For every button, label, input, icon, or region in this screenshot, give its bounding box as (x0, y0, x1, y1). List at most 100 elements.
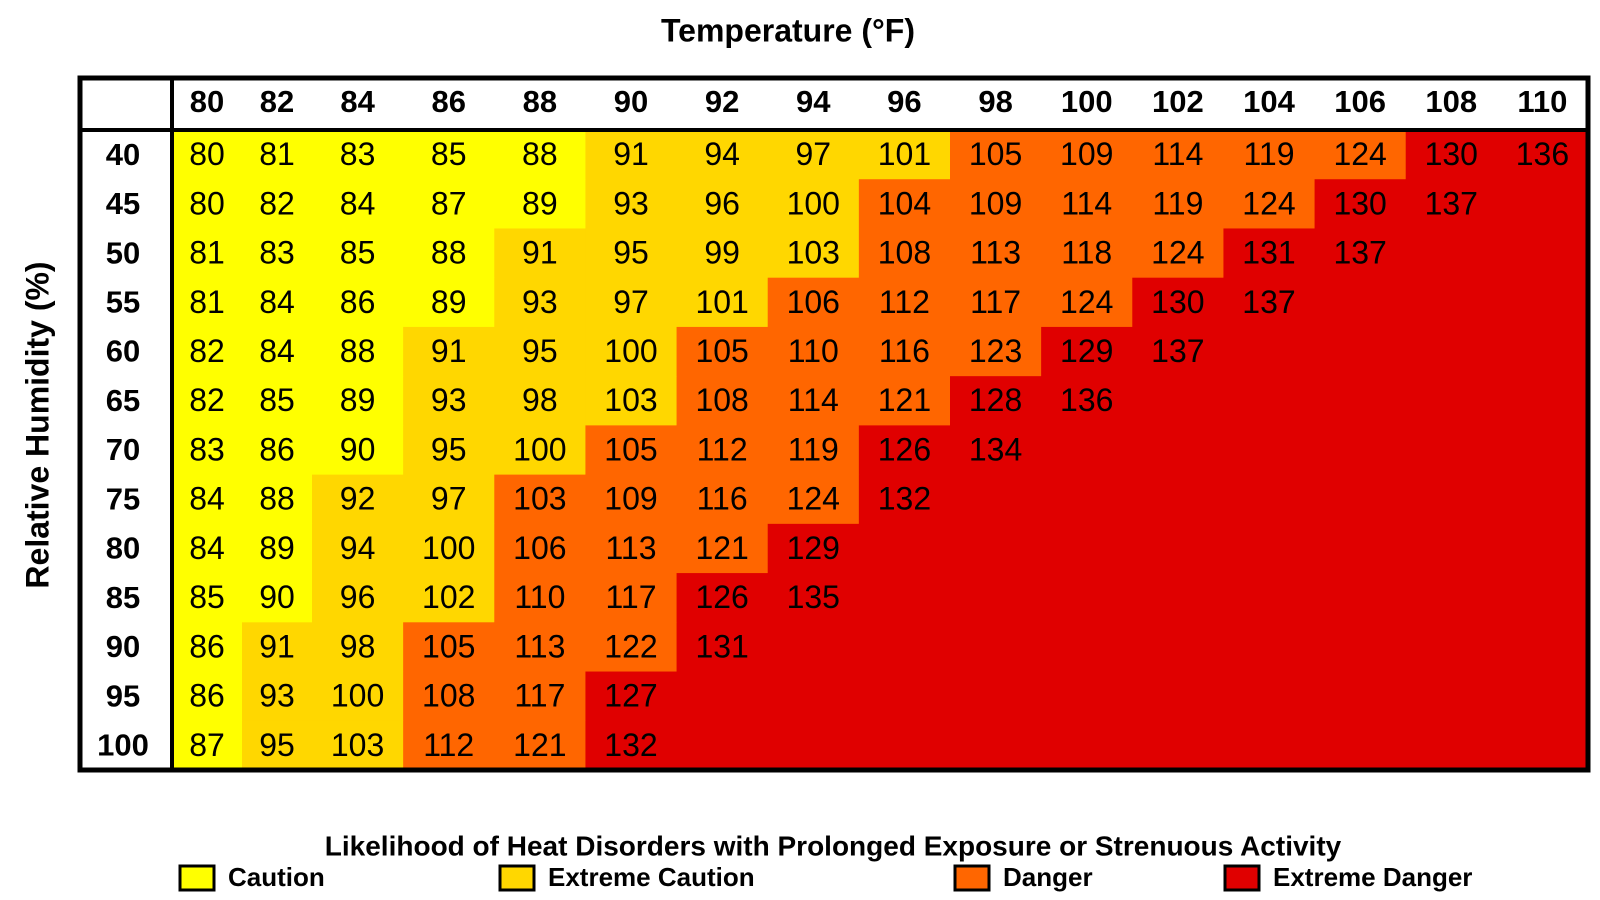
cell (1132, 622, 1224, 673)
cell (403, 326, 495, 377)
heat-index-value: 86 (189, 678, 225, 714)
cell (1405, 720, 1498, 771)
heat-index-value: 85 (189, 579, 225, 615)
heat-index-value: 121 (878, 382, 931, 418)
heat-index-value: 91 (522, 235, 558, 271)
cell (858, 376, 951, 426)
heat-index-value: 101 (878, 136, 931, 172)
heat-index-value: 82 (259, 185, 295, 221)
heat-index-value: 124 (1060, 284, 1113, 320)
cell (767, 425, 860, 476)
heat-index-value: 85 (259, 382, 295, 418)
cell (1132, 671, 1224, 722)
heat-index-value: 137 (1425, 185, 1478, 221)
heat-index-value: 135 (787, 579, 840, 615)
cell (312, 523, 404, 574)
legend-swatch (498, 864, 536, 892)
heat-index-value: 81 (259, 136, 295, 172)
cell (1496, 474, 1589, 525)
cell (1223, 376, 1316, 426)
cell (403, 376, 495, 426)
cell (950, 376, 1042, 426)
cell (1132, 376, 1224, 426)
cell (494, 326, 586, 377)
cell (242, 228, 313, 279)
cell (858, 277, 951, 328)
heat-index-value: 105 (969, 136, 1022, 172)
cell (1405, 130, 1498, 180)
heat-index-value: 89 (522, 185, 558, 221)
heat-index-value: 83 (259, 235, 295, 271)
heat-index-value: 95 (522, 333, 558, 369)
cell (172, 326, 243, 377)
humidity-label: 75 (106, 481, 140, 516)
humidity-label: 90 (106, 629, 140, 664)
cell (1223, 179, 1316, 229)
cell (1223, 622, 1316, 673)
heat-index-value: 82 (189, 382, 225, 418)
cell (172, 425, 243, 476)
cell (403, 228, 495, 279)
cell (172, 130, 243, 180)
cell (676, 326, 769, 377)
heat-index-value: 101 (695, 284, 748, 320)
heat-index-value: 89 (340, 382, 376, 418)
heat-index-value: 94 (340, 530, 376, 566)
cell (312, 573, 404, 623)
heat-index-value: 117 (970, 284, 1021, 320)
cell (950, 130, 1042, 180)
humidity-label: 55 (106, 284, 140, 319)
heat-index-value: 109 (969, 185, 1022, 221)
cell (312, 326, 404, 377)
cell (676, 228, 769, 279)
heat-index-value: 136 (1516, 136, 1569, 172)
heat-index-value: 97 (795, 136, 831, 172)
heat-index-value: 80 (189, 185, 225, 221)
cell (494, 277, 586, 328)
heat-index-value: 93 (522, 284, 558, 320)
cell (950, 228, 1042, 279)
cell (403, 573, 495, 623)
cell (858, 573, 951, 623)
cell (676, 376, 769, 426)
humidity-label: 50 (106, 235, 140, 270)
cell (312, 720, 404, 771)
heat-index-value: 128 (969, 382, 1022, 418)
legend-title: Likelihood of Heat Disorders with Prolon… (325, 830, 1342, 861)
cell (1405, 228, 1498, 279)
cell (1041, 523, 1133, 574)
heat-index-value: 93 (259, 678, 295, 714)
cell (767, 277, 860, 328)
heat-index-value: 103 (513, 481, 566, 517)
cell (1496, 425, 1589, 476)
heat-index-value: 93 (431, 382, 467, 418)
heat-index-value: 88 (259, 481, 295, 517)
heat-index-value: 87 (189, 727, 225, 763)
temperature-label: 98 (978, 84, 1012, 119)
heat-index-value: 113 (605, 530, 656, 566)
cell (585, 425, 678, 476)
heat-index-value: 94 (704, 136, 740, 172)
heat-index-value: 108 (695, 382, 748, 418)
heat-index-value: 88 (431, 235, 467, 271)
cell (312, 474, 404, 525)
cell (1314, 326, 1407, 377)
cell (1132, 523, 1224, 574)
cell (1405, 523, 1498, 574)
cell (676, 720, 769, 771)
chart-title: Temperature (°F) (661, 12, 915, 48)
cell (1405, 376, 1498, 426)
cell (1496, 179, 1589, 229)
cell (950, 474, 1042, 525)
cell (1314, 622, 1407, 673)
legend-label: Danger (1003, 862, 1093, 892)
cell (403, 474, 495, 525)
legend-label: Extreme Danger (1273, 862, 1472, 892)
cell (403, 523, 495, 574)
cell (172, 720, 243, 771)
cell (172, 523, 243, 574)
heat-index-value: 114 (788, 382, 839, 418)
heat-index-value: 98 (522, 382, 558, 418)
cell (1496, 130, 1589, 180)
